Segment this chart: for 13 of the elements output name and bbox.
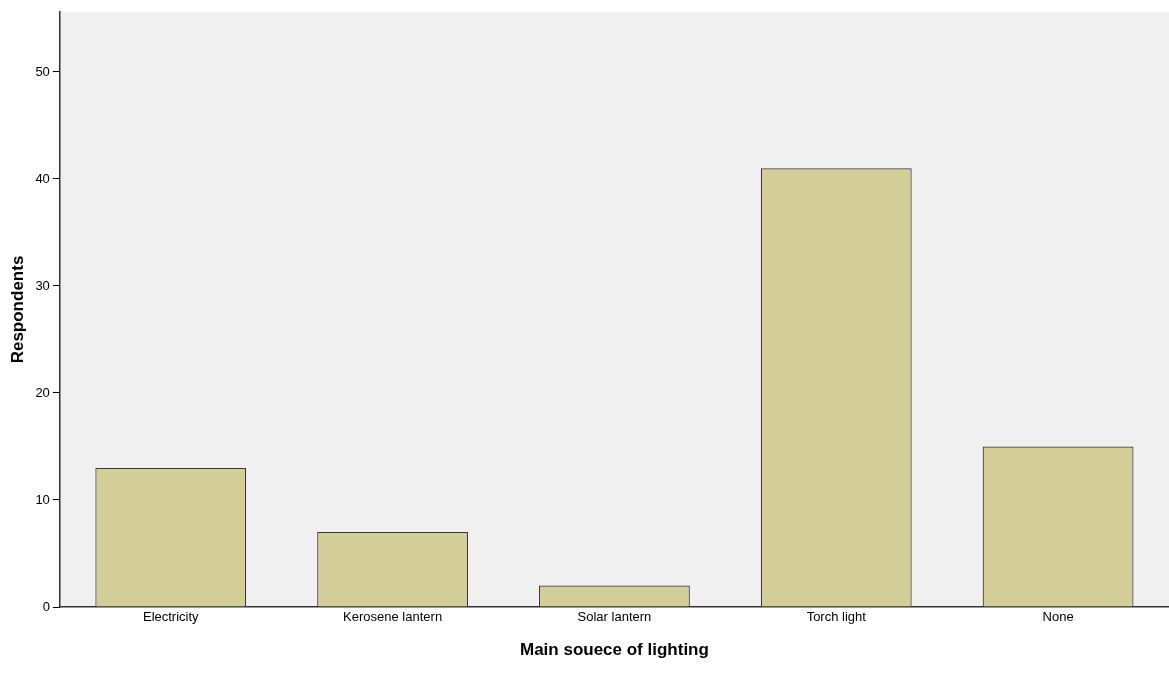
x-axis-title: Main souece of lighting bbox=[519, 640, 709, 660]
y-tick-label: 10 bbox=[35, 491, 50, 507]
y-axis-title: Respondents bbox=[7, 255, 27, 364]
x-tick-label: None bbox=[1042, 609, 1074, 625]
x-tick-label: Kerosene lantern bbox=[343, 609, 443, 625]
y-tick-label: 50 bbox=[35, 63, 50, 79]
x-tick-label: Torch light bbox=[806, 609, 867, 625]
x-tick-label: Solar lantern bbox=[577, 609, 652, 625]
y-tick-label: 0 bbox=[42, 598, 50, 614]
y-tick-label: 30 bbox=[35, 277, 50, 293]
y-tick-label: 20 bbox=[35, 384, 50, 400]
y-tick-label: 40 bbox=[35, 170, 50, 186]
x-tick-label: Electricity bbox=[142, 609, 200, 625]
